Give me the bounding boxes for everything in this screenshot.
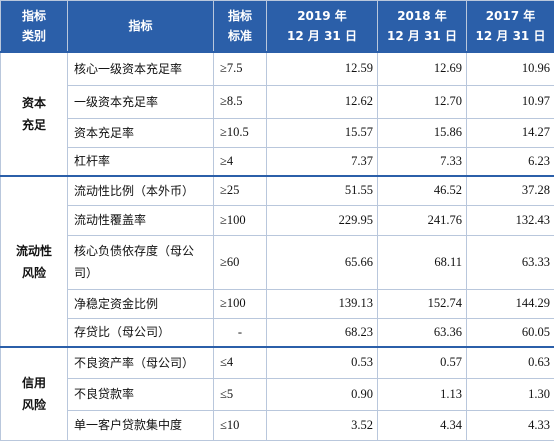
group-label: 资本 充足 — [0, 51, 68, 177]
header-cell: 2019 年 12 月 31 日 — [266, 0, 378, 53]
value-cell: 1.13 — [377, 377, 467, 411]
table-row: 资本充足率 ≥10.5 15.57 15.86 14.27 — [1, 117, 554, 148]
indicator-name: 流动性覆盖率 — [67, 204, 214, 236]
value-cell: 144.29 — [466, 288, 554, 319]
indicator-name: 不良贷款率 — [67, 377, 214, 411]
header-cell: 2018 年 12 月 31 日 — [377, 0, 467, 53]
value-cell: 7.33 — [377, 146, 467, 177]
header-cell: 指标 标准 — [213, 0, 267, 53]
value-cell: 12.69 — [377, 51, 467, 86]
header-row: 指标 类别 指标 指标 标准 2019 年 12 月 31 日 2018 年 12 月 … — [0, 0, 554, 53]
value-cell: 68.11 — [377, 234, 467, 290]
indicator-name: 不良资产率（母公司） — [67, 346, 214, 379]
indicator-standard: ≥7.5 — [213, 51, 267, 86]
indicator-standard: ≥100 — [213, 204, 267, 236]
indicator-standard: ≥8.5 — [213, 84, 267, 119]
indicator-name: 流动性比例（本外币） — [67, 175, 214, 206]
group-label: 流动性 风险 — [0, 175, 68, 348]
value-cell: 37.28 — [466, 175, 554, 206]
indicator-standard: ≥100 — [213, 288, 267, 319]
value-cell: 63.36 — [377, 317, 467, 348]
group-label: 信用 风险 — [0, 346, 68, 441]
indicator-name: 净稳定资金比例 — [67, 288, 214, 319]
indicator-name: 资本充足率 — [67, 117, 214, 148]
value-cell: 0.57 — [377, 346, 467, 379]
value-cell: 1.30 — [466, 377, 554, 411]
value-cell: 46.52 — [377, 175, 467, 206]
value-cell: 229.95 — [266, 204, 378, 236]
indicator-standard: ≥10.5 — [213, 117, 267, 148]
value-cell: 7.37 — [266, 146, 378, 177]
indicator-name: 存贷比（母公司） — [67, 317, 214, 348]
value-cell: 63.33 — [466, 234, 554, 290]
table-row: 资本 充足 核心一级资本充足率 ≥7.5 12.59 12.69 10.96 — [0, 51, 554, 177]
value-cell: 132.43 — [466, 204, 554, 236]
value-cell: 51.55 — [266, 175, 378, 206]
value-cell: 241.76 — [377, 204, 467, 236]
value-cell: 4.33 — [466, 409, 554, 441]
table-row: 单一客户贷款集中度 ≤10 3.52 4.34 4.33 — [1, 409, 554, 441]
value-cell: 4.34 — [377, 409, 467, 441]
value-cell: 14.27 — [466, 117, 554, 148]
value-cell: 10.97 — [466, 84, 554, 119]
header-cell: 指标 — [67, 0, 214, 53]
value-cell: 10.96 — [466, 51, 554, 86]
table-row: 杠杆率 ≥4 7.37 7.33 6.23 — [1, 146, 554, 177]
header-cell: 指标 类别 — [0, 0, 68, 53]
indicator-name: 杠杆率 — [67, 146, 214, 177]
table-row: 一级资本充足率 ≥8.5 12.62 12.70 10.97 — [1, 84, 554, 119]
value-cell: 6.23 — [466, 146, 554, 177]
table-row: 核心负债依存度（母公司） ≥60 65.66 68.11 63.33 — [1, 234, 554, 290]
value-cell: 12.59 — [266, 51, 378, 86]
value-cell: 68.23 — [266, 317, 378, 348]
table-row: 净稳定资金比例 ≥100 139.13 152.74 144.29 — [1, 288, 554, 319]
indicator-name: 核心一级资本充足率 — [67, 51, 214, 86]
value-cell: 12.70 — [377, 84, 467, 119]
indicator-name: 一级资本充足率 — [67, 84, 214, 119]
value-cell: 0.90 — [266, 377, 378, 411]
indicator-standard: - — [213, 317, 267, 348]
indicator-name: 核心负债依存度（母公司） — [67, 234, 214, 290]
indicator-standard: ≤10 — [213, 409, 267, 441]
value-cell: 3.52 — [266, 409, 378, 441]
indicator-name: 单一客户贷款集中度 — [67, 409, 214, 441]
value-cell: 152.74 — [377, 288, 467, 319]
indicator-standard: ≤5 — [213, 377, 267, 411]
indicator-standard: ≥60 — [213, 234, 267, 290]
table-row: 流动性覆盖率 ≥100 229.95 241.76 132.43 — [1, 204, 554, 236]
value-cell: 65.66 — [266, 234, 378, 290]
header-cell: 2017 年 12 月 31 日 — [466, 0, 554, 53]
indicator-standard: ≥25 — [213, 175, 267, 206]
indicator-standard: ≤4 — [213, 346, 267, 379]
table-row: 不良贷款率 ≤5 0.90 1.13 1.30 — [1, 377, 554, 411]
table-row: 存贷比（母公司） -68.23 63.36 60.05 — [1, 317, 554, 348]
value-cell: 0.53 — [266, 346, 378, 379]
value-cell: 15.86 — [377, 117, 467, 148]
table-row: 信用 风险 不良资产率（母公司） ≤4 0.53 0.57 0.63 — [0, 346, 554, 441]
value-cell: 139.13 — [266, 288, 378, 319]
value-cell: 60.05 — [466, 317, 554, 348]
indicator-standard: ≥4 — [213, 146, 267, 177]
value-cell: 12.62 — [266, 84, 378, 119]
value-cell: 15.57 — [266, 117, 378, 148]
table-row: 流动性 风险 流动性比例（本外币） ≥25 51.55 46.52 37.28 — [0, 175, 554, 348]
value-cell: 0.63 — [466, 346, 554, 379]
